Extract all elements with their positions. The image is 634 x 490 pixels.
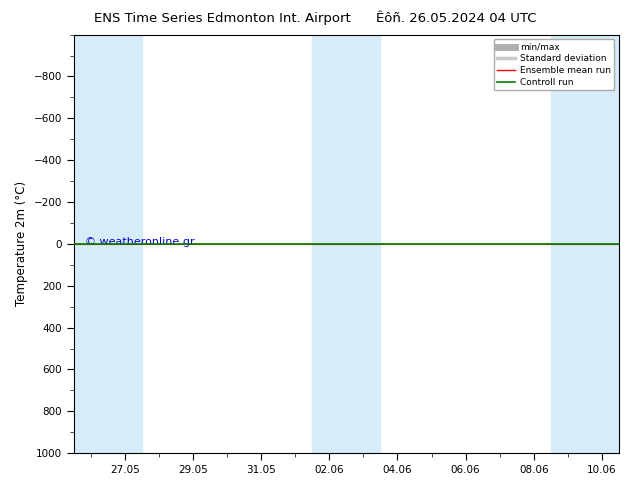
Text: Êôñ. 26.05.2024 04 UTC: Êôñ. 26.05.2024 04 UTC [376,12,537,25]
Y-axis label: Temperature 2m (°C): Temperature 2m (°C) [15,181,28,306]
Text: ENS Time Series Edmonton Int. Airport: ENS Time Series Edmonton Int. Airport [94,12,350,25]
Legend: min/max, Standard deviation, Ensemble mean run, Controll run: min/max, Standard deviation, Ensemble me… [494,39,614,91]
Bar [74,35,142,453]
Bar [551,35,619,453]
Text: © weatheronline.gr: © weatheronline.gr [85,237,194,247]
Bar [313,35,380,453]
